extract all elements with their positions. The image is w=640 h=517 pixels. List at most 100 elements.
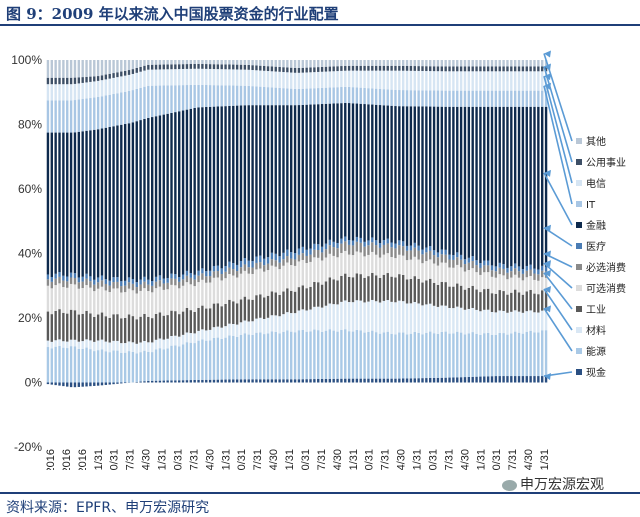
bar-segment-能源 xyxy=(100,349,104,383)
bar-segment-能源 xyxy=(235,336,239,380)
bar-segment-能源 xyxy=(178,346,181,381)
bar-segment-公用事业 xyxy=(386,65,389,71)
bar-segment-医疗 xyxy=(174,274,177,279)
bar-segment-医疗 xyxy=(479,263,482,268)
bar-segment-其他 xyxy=(189,60,193,64)
bar-segment-能源 xyxy=(378,333,382,379)
bar-segment-工业 xyxy=(66,313,69,342)
bar-segment-电信 xyxy=(390,70,393,90)
bar-segment-电信 xyxy=(309,72,312,89)
bar-segment-电信 xyxy=(332,71,335,88)
bar-segment-公用事业 xyxy=(471,66,474,72)
bar-segment-能源 xyxy=(359,330,362,379)
footer-divider xyxy=(0,492,640,494)
bar-segment-现金 xyxy=(143,381,146,383)
bar-segment-工业 xyxy=(58,309,61,340)
bar-segment-IT xyxy=(62,100,65,133)
bar-segment-现金 xyxy=(282,379,285,383)
bar-segment-公用事业 xyxy=(166,64,169,70)
bar-segment-现金 xyxy=(235,379,239,383)
bar-segment-可选消费 xyxy=(463,271,467,290)
bar-segment-电信 xyxy=(301,72,304,89)
bar-segment-公用事业 xyxy=(486,66,490,72)
bar-segment-可选消费 xyxy=(112,288,115,315)
bar-segment-能源 xyxy=(336,331,339,379)
bar-segment-现金 xyxy=(197,379,200,383)
bar-segment-可选消费 xyxy=(498,274,501,291)
arrow-head xyxy=(544,82,551,90)
bar-segment-必选消费 xyxy=(309,254,312,262)
legend-label: 能源 xyxy=(586,345,606,358)
bar-segment-能源 xyxy=(58,345,61,383)
bar-segment-其他 xyxy=(378,60,382,66)
bar-segment-电信 xyxy=(170,69,173,86)
bar-segment-现金 xyxy=(347,378,351,383)
bar-segment-工业 xyxy=(278,294,281,317)
bar-segment-材料 xyxy=(104,341,108,352)
bar-segment-金融 xyxy=(286,105,289,250)
bar-segment-金融 xyxy=(189,108,193,274)
bar-segment-医疗 xyxy=(108,280,111,286)
bar-segment-可选消费 xyxy=(517,277,521,293)
bar-segment-现金 xyxy=(386,378,389,383)
bar-segment-电信 xyxy=(278,71,281,88)
bar-segment-电信 xyxy=(93,81,96,98)
bar-segment-金融 xyxy=(324,103,328,244)
bar-segment-能源 xyxy=(324,330,328,379)
bar-segment-现金 xyxy=(290,379,293,383)
bar-segment-医疗 xyxy=(421,249,424,255)
bar-segment-能源 xyxy=(77,348,81,383)
bar-segment-能源 xyxy=(104,351,108,383)
bar-segment-工业 xyxy=(120,318,123,344)
bar-segment-可选消费 xyxy=(479,274,482,293)
bar-segment-医疗 xyxy=(494,266,498,272)
bar-segment-必选消费 xyxy=(262,265,266,272)
bar-segment-其他 xyxy=(305,60,308,68)
bar-segment-工业 xyxy=(123,317,127,344)
bar-segment-公用事业 xyxy=(189,63,193,69)
bar-segment-现金 xyxy=(486,376,490,383)
bar-segment-能源 xyxy=(328,329,332,379)
bar-segment-IT xyxy=(355,87,359,104)
bar-segment-公用事业 xyxy=(479,66,482,72)
bar-segment-IT xyxy=(274,87,277,106)
bar-segment-IT xyxy=(266,87,270,106)
bar-segment-材料 xyxy=(239,322,243,335)
bar-segment-现金 xyxy=(471,376,474,383)
bar-segment-可选消费 xyxy=(158,286,162,313)
bar-segment-工业 xyxy=(537,294,540,313)
bar-segment-现金 xyxy=(104,382,108,385)
bar-segment-工业 xyxy=(440,281,444,306)
bar-segment-电信 xyxy=(112,77,115,95)
bar-segment-其他 xyxy=(421,60,424,67)
bar-segment-工业 xyxy=(282,291,285,315)
bar-segment-其他 xyxy=(170,60,173,65)
bar-segment-公用事业 xyxy=(390,65,393,71)
bar-segment-能源 xyxy=(479,334,482,377)
bar-segment-其他 xyxy=(274,60,277,67)
legend-label: 材料 xyxy=(586,324,606,337)
bar-segment-工业 xyxy=(486,288,490,310)
bar-segment-医疗 xyxy=(286,249,289,257)
bar-segment-医疗 xyxy=(413,242,416,248)
bar-segment-可选消费 xyxy=(228,274,231,300)
bar-segment-材料 xyxy=(309,309,312,332)
bar-segment-工业 xyxy=(259,294,262,318)
bar-segment-工业 xyxy=(340,275,343,302)
bar-segment-IT xyxy=(270,87,274,106)
bar-segment-材料 xyxy=(456,306,459,332)
bar-segment-金融 xyxy=(69,132,73,273)
bar-segment-必选消费 xyxy=(429,250,432,260)
bar-segment-医疗 xyxy=(463,259,467,265)
bar-segment-公用事业 xyxy=(235,64,239,70)
bar-segment-工业 xyxy=(154,313,158,340)
bar-segment-其他 xyxy=(448,60,451,67)
bar-segment-材料 xyxy=(429,303,432,332)
bar-segment-能源 xyxy=(154,349,158,381)
bar-segment-工业 xyxy=(305,288,308,311)
bar-segment-现金 xyxy=(62,382,65,387)
bar-segment-其他 xyxy=(486,60,490,67)
bar-segment-能源 xyxy=(510,333,513,377)
x-tick-label: 2015/1/31 xyxy=(157,449,169,470)
bar-segment-能源 xyxy=(266,333,270,380)
